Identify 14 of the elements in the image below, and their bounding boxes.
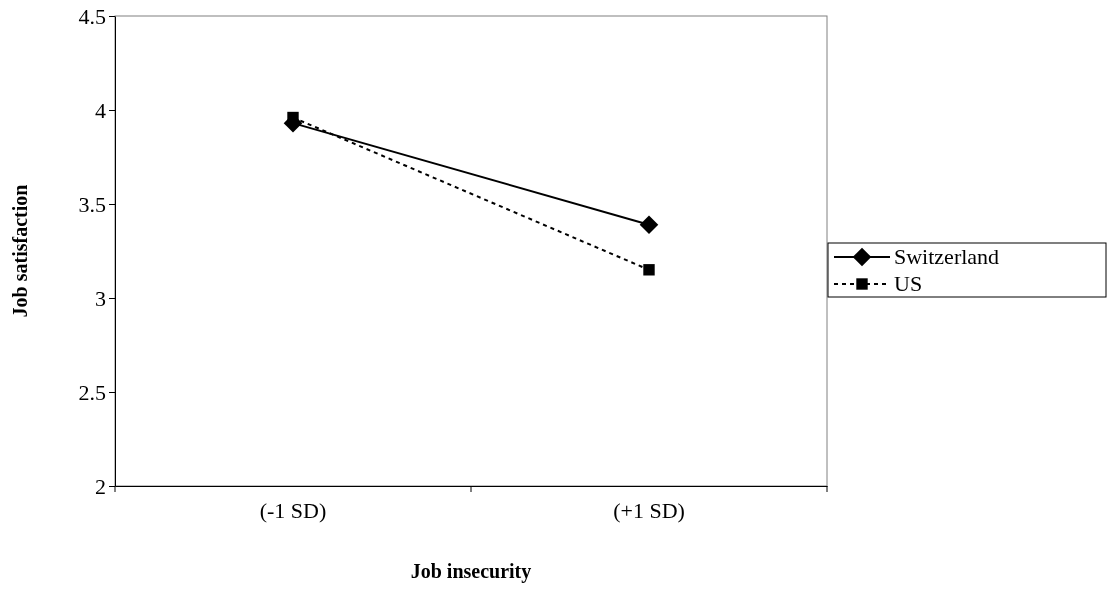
x-axis-title: Job insecurity [410, 560, 532, 583]
x-tick-label: (-1 SD) [259, 497, 327, 523]
y-tick-label: 4.5 [78, 3, 106, 29]
point [639, 215, 659, 234]
y-tick-label: 2 [95, 473, 106, 499]
legend-label: US [894, 271, 923, 296]
y-tick-label: 3.5 [78, 191, 106, 217]
y-tick-label: 3 [95, 285, 106, 311]
y-axis-title: Job satisfaction [9, 184, 31, 318]
y-tick-label: 4 [95, 97, 106, 123]
y-tick-label: 2.5 [78, 379, 106, 405]
point [643, 264, 655, 276]
legend-label: Switzerland [894, 244, 1000, 269]
x-tick-label: (+1 SD) [613, 497, 685, 523]
